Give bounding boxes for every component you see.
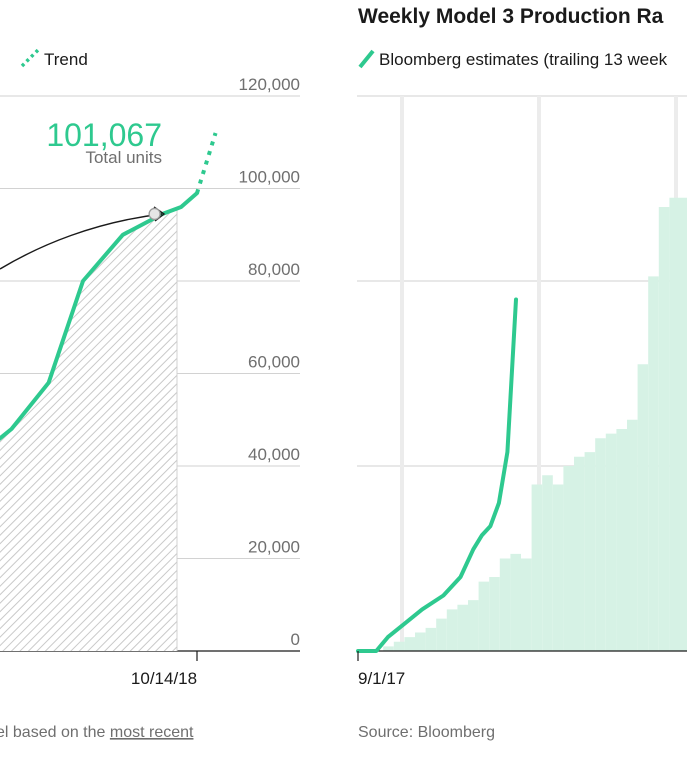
y-tick-label: 60,000 xyxy=(248,353,300,372)
left-y-tick-labels: 120,000 100,000 80,000 60,000 40,000 20,000 0 xyxy=(239,75,300,649)
series-legend-label: Bloomberg estimates (trailing 13 week xyxy=(379,50,668,69)
y-tick-label: 80,000 xyxy=(248,260,300,279)
right-chart: Weekly Model 3 Production Ra Bloomberg e… xyxy=(356,5,687,741)
trend-legend-swatch xyxy=(20,48,40,68)
right-chart-title: Weekly Model 3 Production Ra xyxy=(358,5,664,28)
footnote-link[interactable]: most recent xyxy=(110,724,194,741)
right-x-ticks: 9/1/17 xyxy=(357,651,405,688)
footnote: el based on the most recent xyxy=(0,724,194,741)
y-tick-label: 0 xyxy=(291,630,300,649)
weekly-bar xyxy=(595,438,606,651)
weekly-bar xyxy=(468,600,479,651)
weekly-bar xyxy=(489,577,500,651)
weekly-bar xyxy=(425,627,437,651)
weekly-bar xyxy=(436,618,447,651)
highlight-points xyxy=(148,207,161,221)
footnote-text: el based on the xyxy=(0,724,110,741)
trailing-average-line xyxy=(356,297,518,653)
total-label: Total units xyxy=(85,148,162,167)
source-note: Source: Bloomberg xyxy=(358,724,495,741)
x-tick-label: 10/14/18 xyxy=(131,669,197,688)
cumulative-line xyxy=(0,191,199,441)
weekly-bar xyxy=(383,646,394,651)
trend-line xyxy=(195,132,218,194)
weekly-bar xyxy=(627,419,638,651)
weekly-bar xyxy=(393,641,405,651)
weekly-bar xyxy=(446,609,458,651)
weekly-bar xyxy=(637,364,649,651)
highlight-point xyxy=(148,207,161,221)
weekly-bar xyxy=(669,197,680,651)
weekly-bar xyxy=(552,484,564,651)
total-value: 101,067 xyxy=(46,117,162,153)
weekly-bar xyxy=(616,429,627,651)
weekly-bar xyxy=(648,276,659,651)
weekly-bars xyxy=(383,197,687,651)
y-tick-label: 120,000 xyxy=(239,75,300,94)
y-tick-label: 100,000 xyxy=(239,168,300,187)
annotation-arrow xyxy=(0,213,163,270)
weekly-bar xyxy=(584,452,596,651)
cumulative-area xyxy=(0,208,177,651)
left-chart: Trend 120,000 100,000 80,000 60,000 40,000 20… xyxy=(0,48,300,741)
series-legend-swatch xyxy=(358,49,375,69)
weekly-bar xyxy=(574,456,585,651)
y-tick-label: 20,000 xyxy=(248,538,300,557)
weekly-bar xyxy=(521,558,532,651)
weekly-bar xyxy=(415,632,426,651)
y-tick-label: 40,000 xyxy=(248,445,300,464)
weekly-bar xyxy=(531,484,543,651)
weekly-bar xyxy=(542,475,553,651)
trend-legend-label: Trend xyxy=(44,50,88,69)
weekly-bar xyxy=(457,604,468,651)
weekly-bar xyxy=(658,207,670,651)
weekly-bar xyxy=(680,197,687,651)
weekly-bar xyxy=(510,553,521,651)
weekly-bar xyxy=(499,558,511,651)
weekly-bar xyxy=(478,581,490,651)
weekly-bar xyxy=(404,637,415,651)
left-x-ticks: 10/14/18 xyxy=(131,651,198,688)
weekly-bar xyxy=(563,466,574,651)
right-legend: Bloomberg estimates (trailing 13 week xyxy=(358,49,668,69)
weekly-bar xyxy=(605,433,617,651)
left-legend: Trend xyxy=(20,48,88,69)
x-tick-label: 9/1/17 xyxy=(358,669,405,688)
